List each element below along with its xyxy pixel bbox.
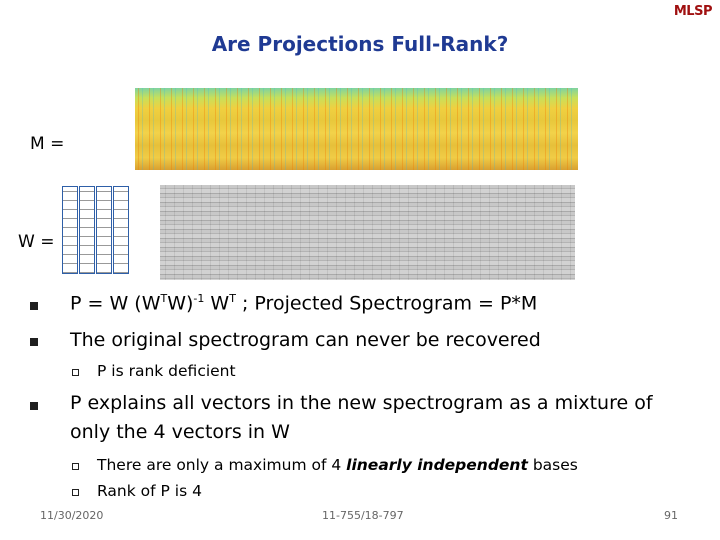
- text: W): [167, 292, 194, 315]
- footer-page: 91: [664, 509, 678, 522]
- sub-bullet-text: Rank of P is 4: [97, 482, 202, 500]
- w-vector: [113, 186, 129, 274]
- w-vector: [62, 186, 78, 274]
- bullet-text: P = W (WTW)-1 WT ; Projected Spectrogram…: [70, 292, 537, 314]
- bullet-marker: [30, 338, 38, 346]
- spectrogram-image: [135, 88, 578, 170]
- sup: -1: [193, 292, 205, 305]
- sub-bullet-text: P is rank deficient: [97, 362, 236, 380]
- bullet-marker: [30, 402, 38, 410]
- sub-bullet-marker: [72, 369, 79, 376]
- sub-bullet-text: There are only a maximum of 4 linearly i…: [97, 456, 578, 474]
- emphasis: linearly independent: [346, 456, 528, 474]
- sup: T: [229, 292, 236, 305]
- title: Are Projections Full-Rank?: [211, 32, 509, 56]
- footer-course: 11-755/18-797: [322, 509, 404, 522]
- projected-spectrogram-image: [160, 185, 575, 280]
- text: P = W (W: [70, 292, 161, 315]
- text: bases: [527, 456, 578, 474]
- w-vector: [96, 186, 112, 274]
- bullet-text: only the 4 vectors in W: [70, 421, 290, 443]
- footer-date: 11/30/2020: [40, 509, 104, 522]
- text: There are only a maximum of 4: [97, 456, 347, 474]
- sub-bullet-marker: [72, 463, 79, 470]
- w-label: W =: [18, 232, 55, 252]
- logo: MLSP: [673, 4, 713, 19]
- text: ; Projected Spectrogram = P*M: [235, 292, 538, 315]
- sub-bullet-marker: [72, 489, 79, 496]
- bullet-text: P explains all vectors in the new spectr…: [70, 392, 653, 414]
- m-label: M =: [30, 134, 65, 154]
- text: W: [204, 292, 230, 315]
- w-vector: [79, 186, 95, 274]
- bullet-text: The original spectrogram can never be re…: [70, 329, 541, 351]
- bullet-marker: [30, 302, 38, 310]
- sup: T: [160, 292, 168, 305]
